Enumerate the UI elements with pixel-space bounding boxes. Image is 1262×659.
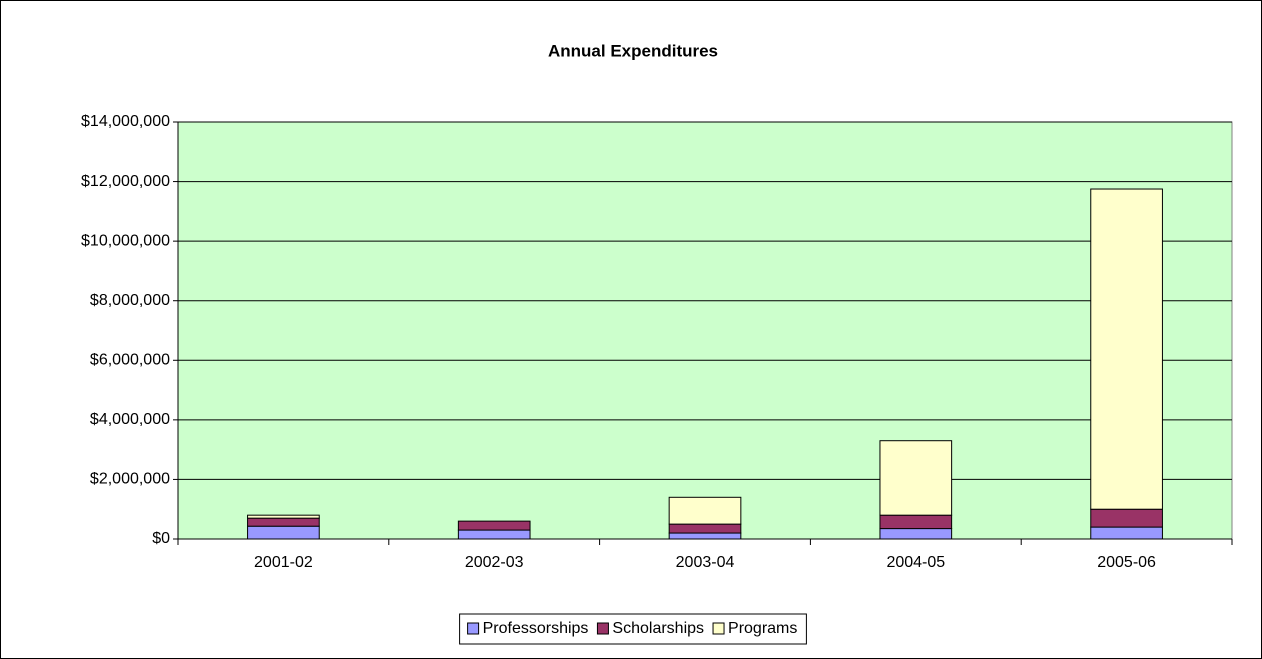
legend-swatch <box>712 622 725 635</box>
legend-label: Programs <box>728 620 797 637</box>
y-tick-label: $6,000,000 <box>90 352 170 369</box>
x-tick-label: 2004-05 <box>886 554 945 571</box>
bar-segment <box>668 523 742 534</box>
x-tick-label: 2001-02 <box>254 554 313 571</box>
bar-segment <box>1090 188 1163 510</box>
y-tick-label: $0 <box>152 530 170 547</box>
y-tick-label: $2,000,000 <box>90 471 170 488</box>
bar-segment <box>457 520 531 531</box>
chart-title: Annual Expenditures <box>548 41 718 60</box>
y-tick-label: $12,000,000 <box>81 173 170 190</box>
x-tick-label: 2002-03 <box>465 554 524 571</box>
y-tick-label: $10,000,000 <box>81 232 170 249</box>
x-tick-label: 2005-06 <box>1097 554 1156 571</box>
bar-segment <box>1090 508 1163 528</box>
bar-segment <box>1090 526 1163 540</box>
bar-segment <box>247 525 320 540</box>
bar-segment <box>668 532 742 540</box>
bar-segment <box>879 514 953 530</box>
bar-segment <box>247 517 320 527</box>
legend-swatch <box>467 622 480 635</box>
y-tick-label: $8,000,000 <box>90 292 170 309</box>
y-tick-label: $4,000,000 <box>90 411 170 428</box>
bar-segment <box>457 529 531 540</box>
bar-segment <box>879 440 953 516</box>
legend-swatch <box>596 622 609 635</box>
bar-segment <box>247 514 320 519</box>
legend-box <box>459 613 807 645</box>
x-tick-label: 2003-04 <box>676 554 735 571</box>
legend-label: Scholarships <box>612 620 704 637</box>
y-tick-label: $14,000,000 <box>81 113 170 130</box>
bar-segment <box>879 528 953 540</box>
legend-label: Professorships <box>483 620 589 637</box>
plot-area <box>177 121 1233 540</box>
bar-segment <box>668 496 742 525</box>
